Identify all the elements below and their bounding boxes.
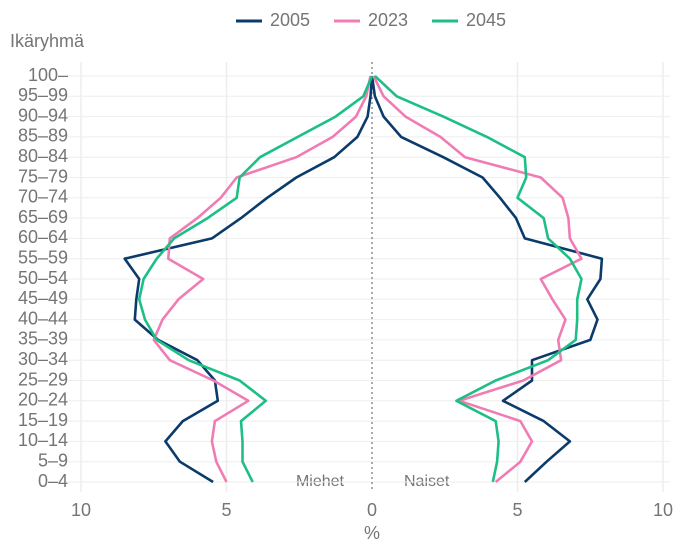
legend-label: 2005: [270, 10, 310, 30]
y-tick-label: 55–59: [18, 247, 68, 267]
y-tick-label: 80–84: [18, 146, 68, 166]
y-tick-label: 20–24: [18, 390, 68, 410]
y-tick-label: 65–69: [18, 207, 68, 227]
y-tick-label: 15–19: [18, 410, 68, 430]
series-line: [123, 75, 374, 484]
x-tick-label: 5: [512, 500, 522, 520]
y-tick-label: 50–54: [18, 268, 68, 288]
y-tick-label: 75–79: [18, 166, 68, 186]
series-line: [137, 75, 374, 483]
y-tick-label: 85–89: [18, 126, 68, 146]
y-tick-label: 90–94: [18, 105, 68, 125]
x-tick-label: 10: [71, 500, 91, 520]
series-line: [370, 75, 604, 483]
y-tick-label: 30–34: [18, 349, 68, 369]
x-tick-label: 10: [653, 500, 673, 520]
series-line: [152, 75, 372, 483]
y-tick-label: 35–39: [18, 329, 68, 349]
series-line: [374, 75, 583, 483]
y-axis-label: Ikäryhmä: [10, 31, 85, 51]
legend-label: 2023: [368, 10, 408, 30]
y-tick-label: 5–9: [38, 450, 68, 470]
y-tick-label: 95–99: [18, 85, 68, 105]
y-tick-label: 60–64: [18, 227, 68, 247]
x-axis-label: %: [364, 523, 380, 543]
y-tick-label: 40–44: [18, 308, 68, 328]
y-tick-label: 70–74: [18, 187, 68, 207]
series-line: [372, 75, 583, 484]
y-tick-label: 45–49: [18, 288, 68, 308]
x-tick-label: 5: [221, 500, 231, 520]
y-tick-label: 10–14: [18, 430, 68, 450]
y-tick-label: 25–29: [18, 369, 68, 389]
y-tick-label: 100–: [28, 65, 68, 85]
legend-label: 2045: [466, 10, 506, 30]
x-tick-label: 0: [367, 500, 377, 520]
y-tick-label: 0–4: [38, 471, 68, 491]
